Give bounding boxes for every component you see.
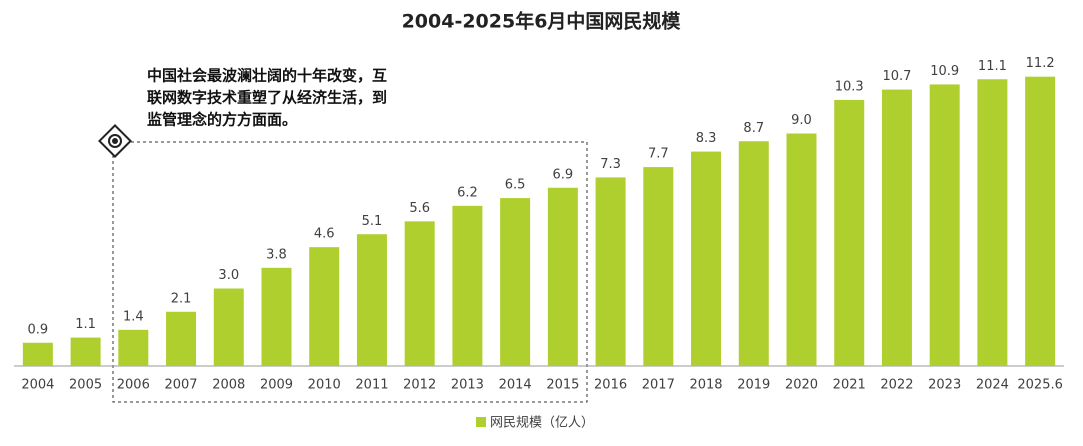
x-tick-label: 2017 (642, 378, 675, 393)
bar (691, 151, 722, 366)
annotation: 联网数字技术重塑了从经济生活，到 (147, 89, 387, 107)
value-label: 11.1 (978, 59, 1007, 74)
value-label: 10.9 (930, 64, 959, 79)
value-label: 3.8 (266, 247, 287, 262)
value-label: 6.2 (457, 185, 478, 200)
value-label: 7.7 (648, 147, 669, 162)
value-label: 7.3 (600, 157, 621, 172)
value-label: 5.1 (362, 214, 383, 229)
x-tick-label: 2018 (689, 378, 722, 393)
value-label: 1.1 (75, 317, 96, 332)
bar (643, 167, 674, 366)
x-tick-label: 2007 (164, 378, 197, 393)
annotation-icon (98, 124, 132, 158)
bar (1025, 76, 1056, 367)
annotation: 监管理念的方方面面。 (147, 111, 297, 129)
bar (452, 205, 483, 366)
value-label: 10.3 (835, 79, 864, 94)
value-label: 4.6 (314, 227, 335, 242)
x-tick-label: 2015 (546, 378, 579, 393)
bar (70, 337, 101, 366)
bar (356, 234, 387, 366)
legend-swatch (476, 417, 486, 427)
value-label: 2.1 (171, 291, 192, 306)
x-tick-label: 2010 (308, 378, 341, 393)
bar (500, 198, 531, 366)
bar (834, 99, 865, 367)
value-label: 8.7 (743, 121, 764, 136)
x-tick-label: 2019 (737, 378, 770, 393)
value-label: 5.6 (409, 201, 430, 216)
bar (118, 329, 149, 366)
x-tick-label: 2016 (594, 378, 627, 393)
bar (22, 342, 53, 366)
highlight-box (112, 141, 588, 403)
bar (309, 247, 340, 366)
x-tick-label: 2005 (69, 378, 102, 393)
value-label: 9.0 (791, 113, 812, 128)
bar (166, 311, 197, 366)
x-tick-label: 2012 (403, 378, 436, 393)
x-tick-label: 2022 (880, 378, 913, 393)
x-tick-label: 2024 (976, 378, 1009, 393)
bar (213, 288, 244, 366)
bar (547, 187, 578, 366)
x-tick-label: 2009 (260, 378, 293, 393)
value-label: 6.9 (553, 167, 574, 182)
x-tick-label: 2020 (785, 378, 818, 393)
value-label: 6.5 (505, 178, 526, 193)
x-tick-label: 2004 (21, 378, 54, 393)
legend-label: 网民规模（亿人） (490, 416, 594, 431)
bar (977, 79, 1008, 366)
x-tick-label: 2025.6 (1017, 378, 1063, 393)
bar (404, 221, 435, 366)
x-tick-label: 2014 (499, 378, 532, 393)
bar (261, 267, 292, 366)
value-label: 10.7 (882, 69, 911, 84)
value-label: 1.4 (123, 309, 144, 324)
bar (929, 84, 960, 367)
x-tick-label: 2008 (212, 378, 245, 393)
value-label: 0.9 (28, 322, 49, 337)
x-tick-label: 2021 (833, 378, 866, 393)
x-tick-label: 2013 (451, 378, 484, 393)
value-label: 8.3 (696, 131, 717, 146)
x-tick-label: 2011 (355, 378, 388, 393)
bar (881, 89, 912, 366)
annotation: 中国社会最波澜壮阔的十年改变，互 (147, 67, 387, 85)
value-label: 11.2 (1026, 56, 1055, 71)
bar (738, 141, 769, 366)
chart-title: 2004-2025年6月中国网民规模 (402, 10, 682, 33)
x-tick-label: 2023 (928, 378, 961, 393)
value-label: 3.0 (218, 268, 239, 283)
bar (595, 177, 626, 366)
x-tick-label: 2006 (117, 378, 150, 393)
bar (786, 133, 817, 366)
